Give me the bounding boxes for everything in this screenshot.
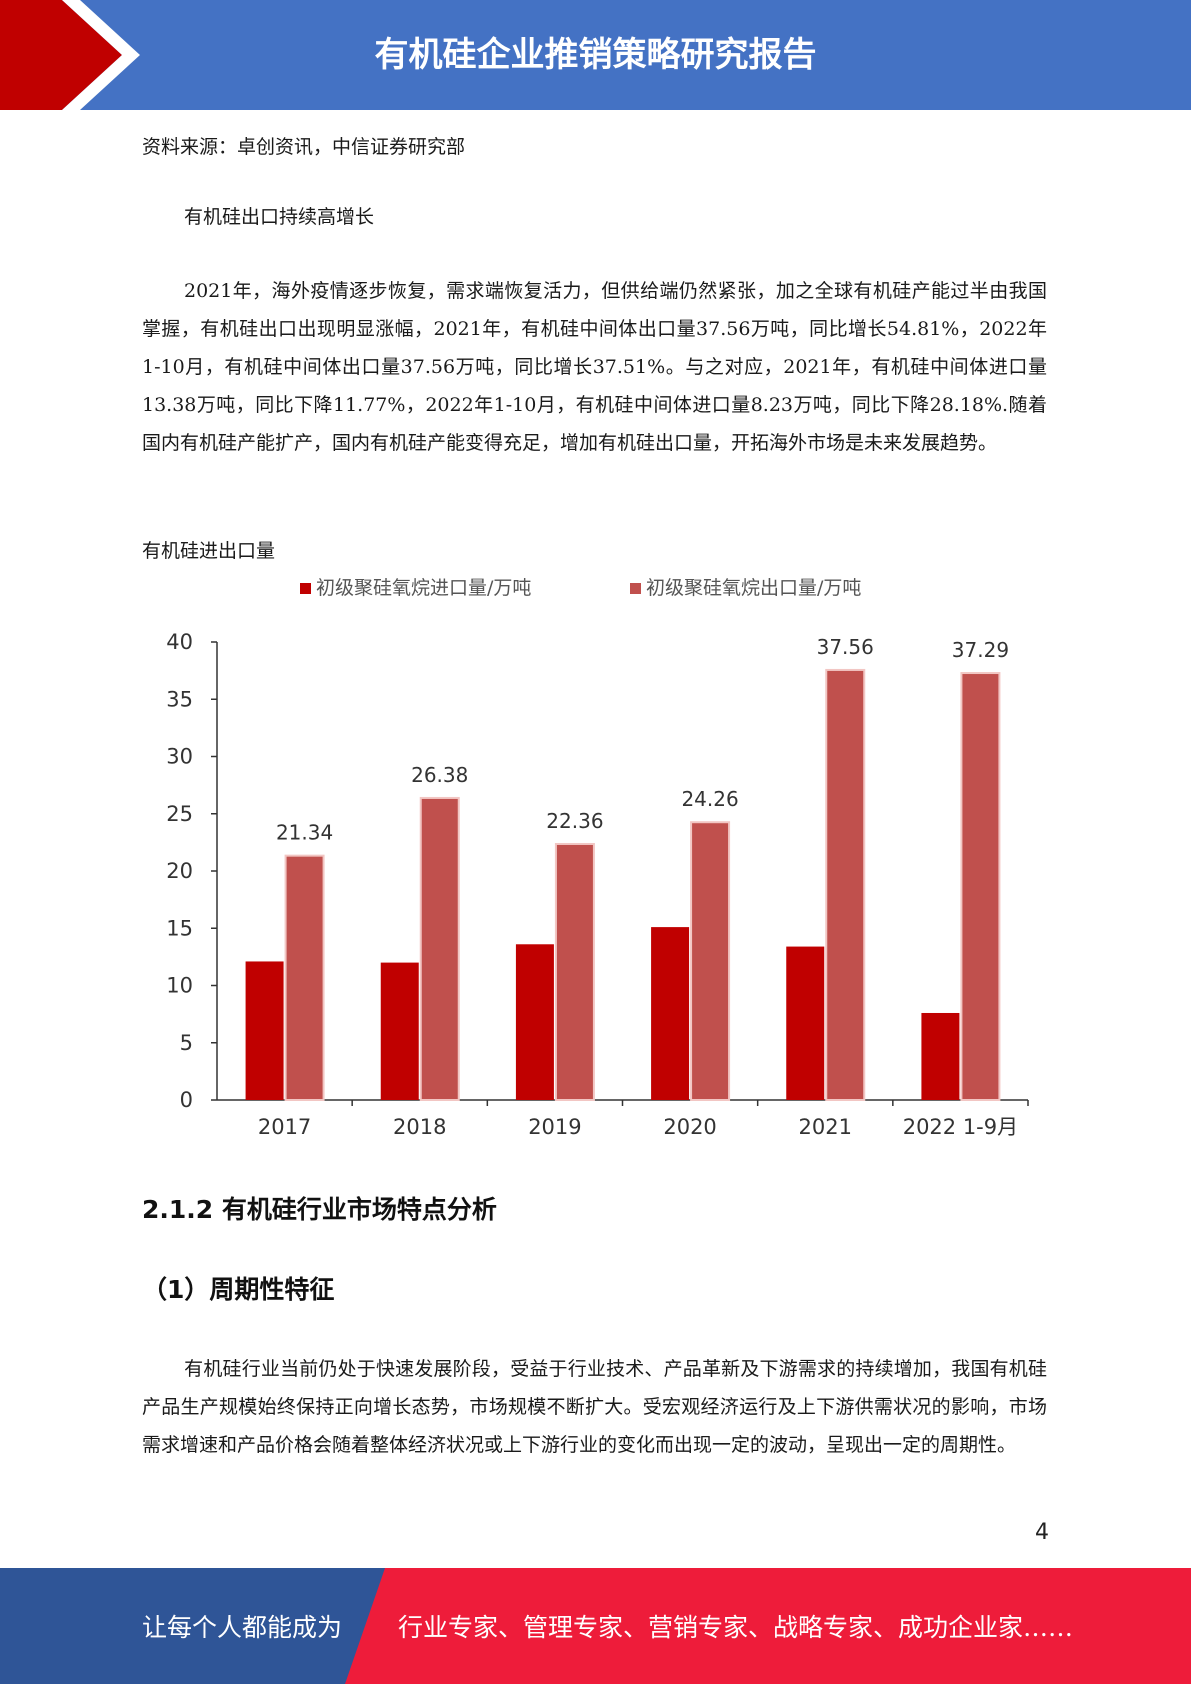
x-tick-label: 2022 1-9月 xyxy=(903,1115,1018,1139)
source-note: 资料来源：卓创资讯，中信证券研究部 xyxy=(142,136,466,158)
paragraph-cyclical-text: 有机硅行业当前仍处于快速发展阶段，受益于行业技术、产品革新及下游需求的持续增加，… xyxy=(142,1358,1047,1456)
header-arrow-decoration xyxy=(0,0,140,110)
x-tick-label: 2019 xyxy=(528,1115,581,1139)
data-label: 37.29 xyxy=(952,638,1009,662)
footer-slogan-right: 行业专家、管理专家、营销专家、战略专家、成功企业家…… xyxy=(398,1613,1074,1642)
x-tick-label: 2018 xyxy=(393,1115,446,1139)
legend-label: 初级聚硅氧烷进口量/万吨 xyxy=(316,577,531,599)
bar-import xyxy=(651,927,690,1100)
x-tick-label: 2021 xyxy=(799,1115,852,1139)
footer-slogan-left: 让每个人都能成为 xyxy=(142,1613,343,1642)
paragraph-export-growth: 2021年，海外疫情逐步恢复，需求端恢复活力，但供给端仍然紧张，加之全球有机硅产… xyxy=(142,272,1047,462)
bar-import xyxy=(515,944,554,1100)
y-tick-label: 30 xyxy=(166,745,193,769)
footer-background xyxy=(0,1568,385,1684)
bar-export xyxy=(690,821,731,1102)
page-number: 4 xyxy=(1035,1520,1049,1545)
y-tick-label: 5 xyxy=(180,1031,193,1055)
paragraph-export-growth-text: 2021年，海外疫情逐步恢复，需求端恢复活力，但供给端仍然紧张，加之全球有机硅产… xyxy=(142,280,1047,454)
legend-swatch xyxy=(630,583,641,594)
y-tick-label: 0 xyxy=(180,1088,193,1112)
header-title: 有机硅企业推销策略研究报告 xyxy=(374,35,817,75)
bar-export xyxy=(284,854,325,1102)
page-header: 有机硅企业推销策略研究报告 xyxy=(0,0,1191,110)
y-tick-label: 15 xyxy=(166,916,193,940)
y-tick-label: 40 xyxy=(166,630,193,654)
bar-export xyxy=(554,842,595,1101)
bar-export xyxy=(960,672,1001,1101)
chart-caption: 有机硅进出口量 xyxy=(142,540,276,562)
bar-import xyxy=(245,961,284,1100)
y-tick-label: 10 xyxy=(166,974,193,998)
bar-import xyxy=(786,946,825,1100)
page-footer: 让每个人都能成为 行业专家、管理专家、营销专家、战略专家、成功企业家…… xyxy=(0,1568,1191,1684)
x-tick-label: 2020 xyxy=(663,1115,716,1139)
data-label: 37.56 xyxy=(817,635,874,659)
y-tick-label: 25 xyxy=(166,802,193,826)
y-tick-label: 20 xyxy=(166,859,193,883)
data-label: 26.38 xyxy=(411,763,468,787)
section-heading: 2.1.2 有机硅行业市场特点分析 xyxy=(142,1195,497,1224)
import-export-bar-chart: 初级聚硅氧烷进口量/万吨 初级聚硅氧烷出口量/万吨 0 5 10 15 20 25 30 35 40… xyxy=(166,577,1029,1139)
data-label: 22.36 xyxy=(546,809,603,833)
sub-section-heading: （1）周期性特征 xyxy=(142,1275,335,1304)
bar-export xyxy=(825,668,866,1102)
data-label: 21.34 xyxy=(276,821,333,845)
bar-import xyxy=(380,962,419,1100)
subheading: 有机硅出口持续高增长 xyxy=(184,206,375,228)
data-label: 24.26 xyxy=(681,787,738,811)
y-tick-label: 35 xyxy=(166,687,193,711)
legend-swatch xyxy=(300,583,311,594)
x-tick-label: 2017 xyxy=(258,1115,311,1139)
bar-import xyxy=(921,1012,960,1100)
bar-export xyxy=(419,796,460,1101)
legend-label: 初级聚硅氧烷出口量/万吨 xyxy=(646,577,861,599)
paragraph-cyclical: 有机硅行业当前仍处于快速发展阶段，受益于行业技术、产品革新及下游需求的持续增加，… xyxy=(142,1350,1047,1464)
